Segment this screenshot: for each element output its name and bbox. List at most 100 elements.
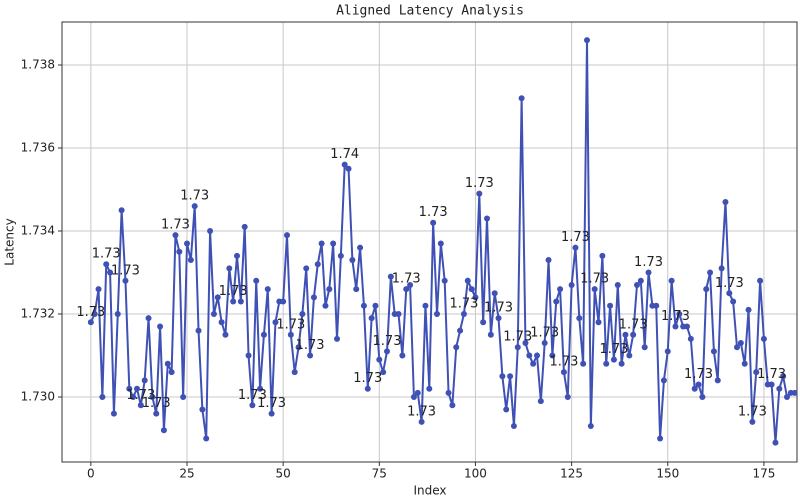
marker (87, 319, 94, 326)
marker (310, 294, 317, 301)
x-tick-label: 75 (372, 467, 387, 481)
marker (172, 232, 179, 239)
marker (130, 394, 137, 401)
data-label: 1.73 (684, 367, 713, 382)
marker (303, 265, 310, 272)
marker (541, 340, 548, 347)
data-label: 1.73 (180, 189, 209, 204)
marker (791, 389, 798, 396)
marker (280, 298, 287, 305)
marker (307, 352, 314, 359)
marker (184, 240, 190, 247)
marker (230, 298, 237, 305)
marker (480, 319, 487, 326)
marker (249, 402, 256, 409)
marker (122, 277, 129, 284)
marker (576, 315, 583, 322)
marker (103, 261, 110, 268)
marker (772, 439, 779, 446)
marker (568, 281, 575, 288)
marker (522, 340, 529, 347)
data-label: 1.73 (449, 297, 478, 312)
marker (645, 269, 652, 276)
marker (607, 302, 614, 309)
marker (564, 394, 571, 401)
marker (153, 410, 160, 417)
data-label: 1.73 (580, 272, 609, 287)
marker (118, 207, 125, 214)
marker (207, 228, 214, 235)
marker (514, 344, 521, 351)
data-label: 1.73 (599, 342, 628, 357)
marker (187, 257, 194, 264)
data-label: 1.73 (238, 388, 267, 403)
marker (695, 381, 702, 388)
marker (257, 385, 264, 392)
data-label: 1.73 (619, 317, 648, 332)
marker (241, 223, 248, 230)
marker (610, 356, 617, 363)
marker (422, 302, 429, 309)
marker (737, 340, 744, 347)
plot-frame (61, 21, 798, 463)
marker (387, 273, 394, 280)
data-label: 1.73 (407, 404, 436, 419)
marker (526, 352, 533, 359)
data-label: 1.73 (465, 176, 494, 191)
marker (199, 406, 206, 413)
marker (595, 319, 602, 326)
marker (434, 311, 440, 318)
data-label: 1.73 (561, 230, 590, 245)
marker (464, 277, 471, 284)
marker (676, 311, 683, 318)
marker (741, 360, 748, 367)
marker (141, 377, 148, 384)
marker (449, 402, 456, 409)
marker (395, 311, 402, 318)
data-label: 1.73 (738, 404, 767, 419)
marker (99, 394, 106, 401)
y-tick-label: 1.736 (21, 140, 55, 154)
data-label: 1.73 (549, 355, 578, 370)
marker (507, 373, 514, 380)
marker (403, 286, 410, 293)
x-tick-label: 0 (87, 467, 95, 481)
marker (330, 240, 337, 247)
marker (437, 240, 444, 247)
marker (299, 311, 306, 318)
marker (341, 161, 348, 168)
marker (137, 402, 144, 409)
marker (253, 277, 260, 284)
marker (349, 257, 356, 264)
marker (314, 261, 321, 268)
marker (441, 277, 448, 284)
marker (95, 286, 102, 293)
data-label: 1.73 (276, 317, 305, 332)
marker (587, 423, 594, 430)
marker (768, 381, 775, 388)
marker (499, 373, 506, 380)
marker (337, 252, 344, 259)
data-label: 1.73 (161, 218, 190, 233)
x-tick-label: 25 (179, 467, 194, 481)
data-label: 1.74 (330, 147, 359, 162)
data-label: 1.73 (92, 247, 121, 262)
marker (322, 302, 329, 309)
x-tick-label: 50 (276, 467, 291, 481)
data-label: 1.73 (257, 396, 286, 411)
marker (560, 369, 567, 376)
marker (264, 286, 271, 293)
marker (603, 360, 610, 367)
marker (630, 331, 637, 338)
data-label: 1.73 (757, 367, 786, 382)
marker (318, 240, 325, 247)
marker (476, 190, 483, 197)
marker (291, 369, 298, 376)
data-label: 1.73 (219, 284, 248, 299)
marker (484, 215, 490, 222)
marker (584, 37, 590, 44)
marker (614, 281, 621, 288)
marker (618, 360, 625, 367)
marker (699, 394, 706, 401)
y-axis-label: Latency (3, 218, 17, 265)
